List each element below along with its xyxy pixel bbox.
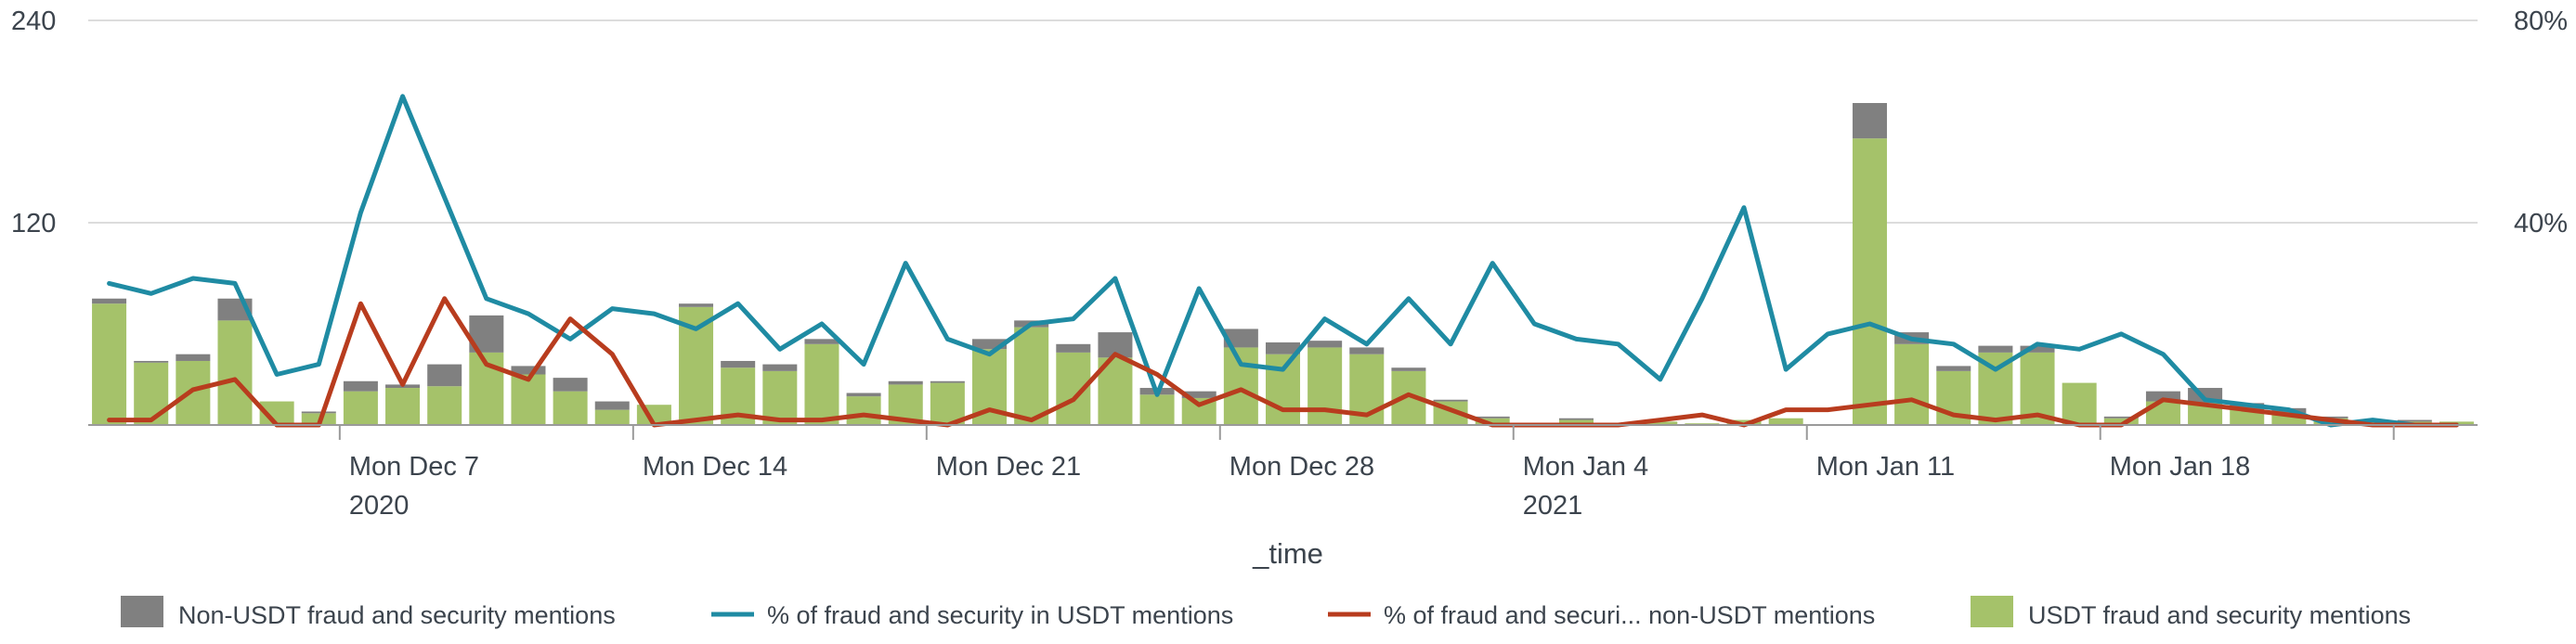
- bar-usdt-48[interactable]: [2103, 418, 2139, 425]
- legend-item-2[interactable]: % of fraud and securi... non-USDT mentio…: [1328, 601, 1875, 629]
- x-tick-year-4: 2021: [1523, 491, 1583, 521]
- bar-non-usdt-31[interactable]: [1391, 367, 1426, 371]
- bar-non-usdt-27[interactable]: [1223, 328, 1258, 348]
- x-tick-label-0: Mon Dec 7: [349, 452, 479, 482]
- bar-non-usdt-18[interactable]: [846, 393, 881, 397]
- bar-usdt-50[interactable]: [2188, 403, 2223, 425]
- bar-non-usdt-49[interactable]: [2145, 391, 2180, 402]
- bar-usdt-10[interactable]: [511, 374, 546, 426]
- bar-non-usdt-19[interactable]: [888, 380, 923, 385]
- bar-non-usdt-29[interactable]: [1308, 341, 1343, 348]
- bar-usdt-33[interactable]: [1475, 418, 1510, 425]
- bar-non-usdt-10[interactable]: [511, 366, 546, 375]
- bar-usdt-7[interactable]: [385, 388, 421, 425]
- bar-usdt-47[interactable]: [2062, 382, 2097, 425]
- legend-item-3[interactable]: USDT fraud and security mentions: [1971, 596, 2411, 629]
- bar-usdt-17[interactable]: [804, 343, 839, 425]
- bar-non-usdt-14[interactable]: [679, 303, 714, 307]
- bar-non-usdt-21[interactable]: [972, 339, 1008, 350]
- x-tick-label-5: Mon Jan 11: [1816, 452, 1955, 482]
- line-non-usdt-pct[interactable]: [107, 296, 2459, 428]
- legend-label-1: % of fraud and security in USDT mentions: [767, 601, 1233, 629]
- bar-non-usdt-32[interactable]: [1433, 399, 1468, 402]
- bar-non-usdt-28[interactable]: [1265, 341, 1301, 354]
- bar-non-usdt-30[interactable]: [1349, 347, 1385, 354]
- legend-item-1[interactable]: % of fraud and security in USDT mentions: [711, 601, 1233, 629]
- bar-non-usdt-33[interactable]: [1475, 416, 1510, 419]
- bar-non-usdt-5[interactable]: [301, 411, 336, 414]
- bar-usdt-27[interactable]: [1223, 347, 1258, 425]
- bar-usdt-2[interactable]: [176, 360, 211, 425]
- bar-non-usdt-44[interactable]: [1936, 366, 1971, 371]
- x-tick-year-0: 2020: [349, 491, 410, 521]
- bar-non-usdt-26[interactable]: [1181, 391, 1216, 398]
- bar-non-usdt-8[interactable]: [427, 364, 462, 387]
- x-axis-ticks: Mon Dec 7 2020 Mon Dec 14 Mon Dec 21 Mon Dec…: [338, 425, 2395, 521]
- legend-label-2: % of fraud and securi... non-USDT mentio…: [1384, 601, 1875, 629]
- legend[interactable]: Non-USDT fraud and security mentions % of…: [121, 596, 2411, 629]
- bar-usdt-12[interactable]: [594, 409, 630, 425]
- x-axis-title: _time: [1252, 537, 1323, 570]
- bar-usdt-8[interactable]: [427, 386, 462, 425]
- bar-usdt-16[interactable]: [762, 370, 798, 425]
- bar-usdt-43[interactable]: [1894, 343, 1930, 425]
- bar-usdt-11[interactable]: [553, 391, 588, 425]
- x-tick-label-2: Mon Dec 21: [936, 452, 1081, 482]
- line-series: [107, 94, 2459, 428]
- bar-non-usdt-20[interactable]: [930, 380, 965, 383]
- grid-lines: [88, 19, 2478, 224]
- bar-non-usdt-53[interactable]: [2313, 416, 2348, 419]
- bar-non-usdt-45[interactable]: [1978, 345, 2013, 353]
- bar-usdt-40[interactable]: [1768, 418, 1803, 425]
- bar-usdt-39[interactable]: [1726, 419, 1762, 425]
- bar-non-usdt-23[interactable]: [1056, 343, 1091, 353]
- bar-non-usdt-11[interactable]: [553, 378, 588, 392]
- bar-usdt-28[interactable]: [1265, 354, 1301, 425]
- bar-non-usdt-1[interactable]: [134, 360, 169, 363]
- y-right-tick-0: 80%: [2514, 6, 2568, 36]
- bar-non-usdt-55[interactable]: [2397, 419, 2432, 422]
- x-tick-label-6: Mon Jan 18: [2110, 452, 2251, 482]
- bar-usdt-18[interactable]: [846, 396, 881, 425]
- bar-non-usdt-6[interactable]: [343, 380, 378, 392]
- x-tick-label-3: Mon Dec 28: [1229, 452, 1374, 482]
- x-tick-label-1: Mon Dec 14: [643, 452, 787, 482]
- legend-label-0: Non-USDT fraud and security mentions: [178, 601, 616, 629]
- legend-label-3: USDT fraud and security mentions: [2028, 601, 2411, 629]
- bar-non-usdt-12[interactable]: [594, 401, 630, 410]
- y-left-tick-0: 240: [11, 6, 56, 36]
- bar-non-usdt-0[interactable]: [92, 298, 127, 304]
- bar-non-usdt-42[interactable]: [1852, 103, 1887, 139]
- bar-usdt-6[interactable]: [343, 391, 378, 425]
- bar-usdt-51[interactable]: [2230, 409, 2265, 425]
- bar-usdt-1[interactable]: [134, 362, 169, 425]
- y-axis-right: 80% 40%: [2514, 6, 2568, 238]
- bar-non-usdt-17[interactable]: [804, 339, 839, 344]
- legend-item-0[interactable]: Non-USDT fraud and security mentions: [121, 596, 616, 629]
- legend-swatch-0: [121, 596, 163, 627]
- y-right-tick-1: 40%: [2514, 209, 2568, 238]
- line-usdt-pct[interactable]: [107, 94, 2459, 428]
- x-tick-label-4: Mon Jan 4: [1523, 452, 1648, 482]
- bar-non-usdt-46[interactable]: [2020, 345, 2055, 353]
- bar-usdt-42[interactable]: [1852, 138, 1887, 425]
- y-axis-left: 240 120: [11, 6, 56, 238]
- bar-usdt-20[interactable]: [930, 382, 965, 425]
- bar-non-usdt-35[interactable]: [1558, 418, 1594, 420]
- bar-non-usdt-16[interactable]: [762, 364, 798, 371]
- bar-usdt-0[interactable]: [92, 303, 127, 425]
- y-left-tick-1: 120: [11, 209, 56, 238]
- bar-non-usdt-2[interactable]: [176, 354, 211, 361]
- bar-non-usdt-48[interactable]: [2103, 416, 2139, 419]
- bar-usdt-22[interactable]: [1014, 327, 1049, 425]
- legend-swatch-3: [1971, 596, 2013, 627]
- bar-usdt-35[interactable]: [1558, 419, 1594, 425]
- bar-usdt-37[interactable]: [1643, 421, 1678, 425]
- bar-usdt-3[interactable]: [217, 320, 253, 425]
- bar-series: [92, 103, 2474, 425]
- bar-usdt-25[interactable]: [1139, 394, 1175, 425]
- bar-non-usdt-15[interactable]: [721, 360, 756, 368]
